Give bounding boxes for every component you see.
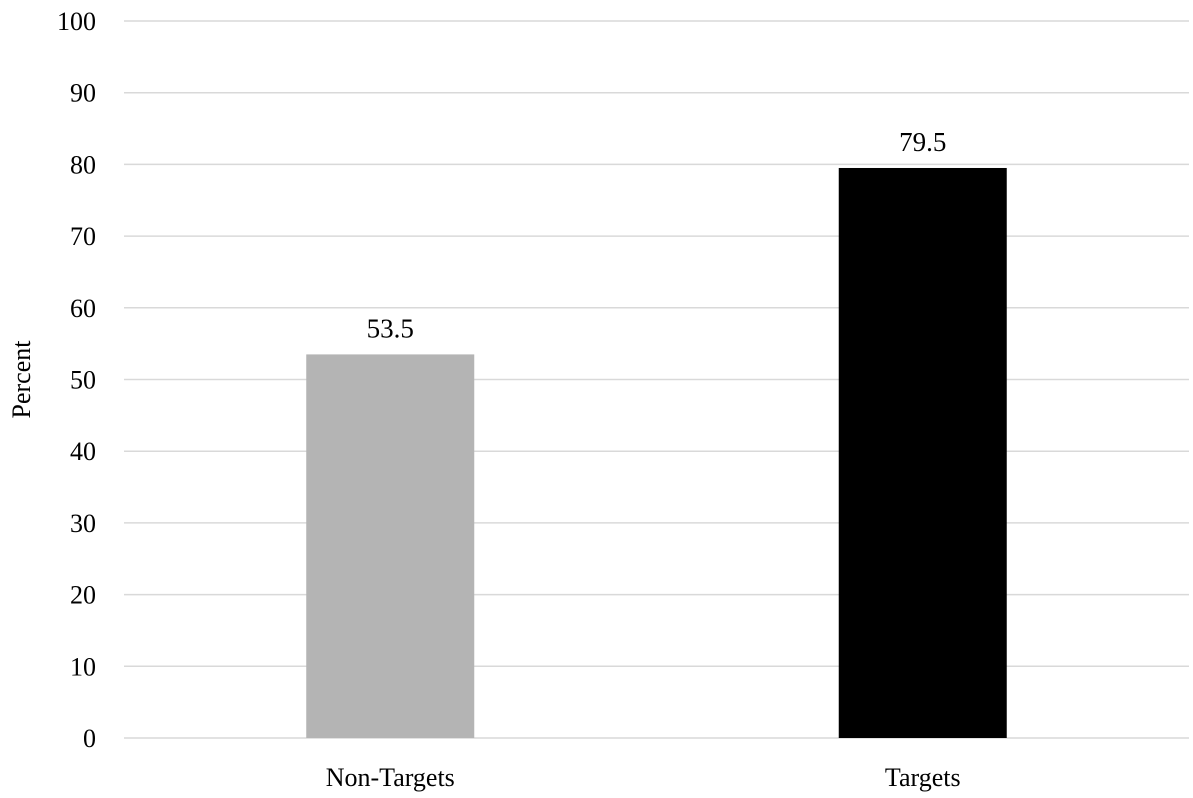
y-tick-label-90: 90 bbox=[70, 79, 96, 108]
y-tick-label-60: 60 bbox=[70, 294, 96, 323]
bar-targets bbox=[838, 167, 1007, 739]
y-tick-label-10: 10 bbox=[70, 652, 96, 681]
y-axis-title: Percent bbox=[7, 340, 36, 419]
y-tick-label-20: 20 bbox=[70, 581, 96, 610]
y-tick-label-0: 0 bbox=[83, 724, 96, 753]
data-label-targets: 79.5 bbox=[899, 127, 946, 157]
x-axis-ticks: Non-Targets Targets bbox=[326, 763, 961, 792]
data-labels: 53.5 79.5 bbox=[367, 127, 947, 343]
y-tick-label-100: 100 bbox=[57, 7, 96, 36]
y-tick-label-50: 50 bbox=[70, 366, 96, 395]
y-tick-label-70: 70 bbox=[70, 222, 96, 251]
x-tick-label-non-targets: Non-Targets bbox=[326, 763, 455, 792]
x-tick-label-targets: Targets bbox=[885, 763, 961, 792]
y-tick-label-30: 30 bbox=[70, 509, 96, 538]
data-label-non-targets: 53.5 bbox=[367, 313, 414, 343]
y-tick-label-40: 40 bbox=[70, 437, 96, 466]
gridlines bbox=[124, 20, 1189, 739]
y-tick-label-80: 80 bbox=[70, 150, 96, 179]
y-axis-ticks: 0 10 20 30 40 50 60 70 80 90 100 bbox=[57, 7, 96, 753]
bar-non-targets bbox=[306, 354, 475, 738]
bars bbox=[306, 167, 1007, 739]
